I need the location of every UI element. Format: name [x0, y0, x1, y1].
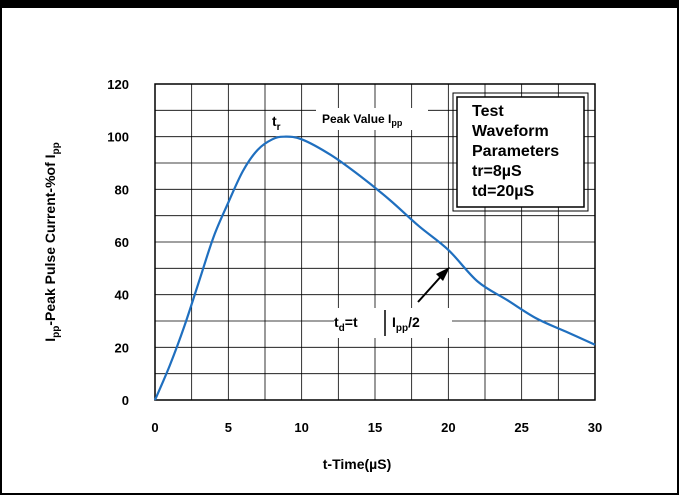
td-label-bg: [334, 308, 452, 338]
legend-line-1: Test: [472, 103, 504, 120]
legend-box-border: [456, 96, 585, 208]
legend-box: Test Waveform Parameters tr=8µS td=20µS: [452, 92, 589, 212]
x-tick-label: 10: [294, 420, 308, 435]
y-tick-label: 80: [115, 182, 129, 197]
td-label: td=t: [334, 314, 358, 334]
y-tick-label: 20: [115, 340, 129, 355]
x-tick-labels: 0 5 10 15 20 25 30: [151, 420, 602, 435]
legend-line-5: td=20µS: [472, 183, 534, 200]
y-tick-labels: 0 20 40 60 80 100 120: [107, 77, 129, 408]
peak-value-label: Peak Value Ipp: [322, 112, 403, 128]
x-tick-label: 20: [441, 420, 455, 435]
td-arrow-line: [417, 272, 445, 303]
y-tick-label: 100: [107, 130, 129, 145]
tr-label: tr: [272, 113, 281, 133]
series-line: [153, 135, 596, 401]
peak-label-bg: [316, 108, 428, 130]
legend-line-2: Waveform: [472, 123, 549, 140]
x-tick-label: 0: [151, 420, 158, 435]
legend-box-outer-border: [452, 92, 589, 212]
y-tick-label: 60: [115, 235, 129, 250]
legend-line-3: Parameters: [472, 143, 559, 160]
y-tick-label: 40: [115, 288, 129, 303]
figure-top-bar: [0, 0, 679, 8]
y-tick-label: 0: [122, 393, 129, 408]
y-axis-label: Ipp-Peak Pulse Current-%of Ipp: [42, 142, 62, 341]
x-tick-label: 5: [225, 420, 232, 435]
plot-border: [154, 83, 596, 401]
x-tick-label: 25: [514, 420, 528, 435]
legend-line-4: tr=8µS: [472, 163, 522, 180]
y-tick-label: 120: [107, 77, 129, 92]
x-axis-label: t-Time(µS): [323, 456, 391, 472]
td-value-label: Ipp/2: [392, 314, 420, 334]
x-tick-label: 15: [368, 420, 382, 435]
x-tick-label: 30: [588, 420, 602, 435]
td-arrow-head: [436, 267, 450, 281]
